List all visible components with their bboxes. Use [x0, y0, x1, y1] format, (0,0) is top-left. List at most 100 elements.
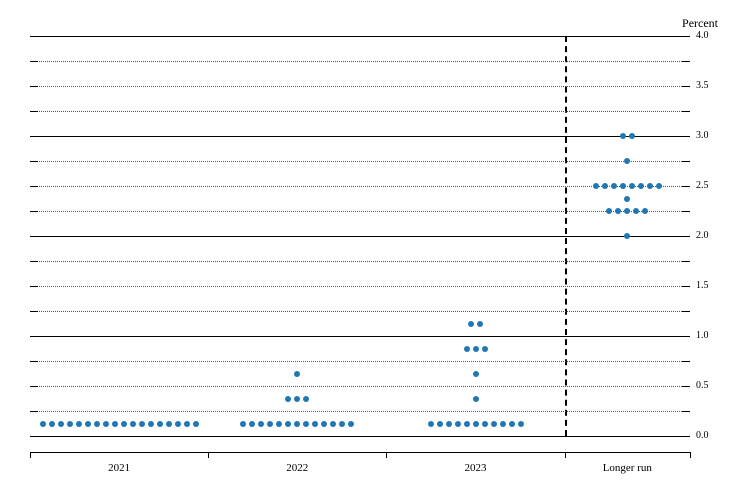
y-tick-label: 1.0: [696, 330, 709, 341]
y-tick-label: 3.0: [696, 130, 709, 141]
data-dot: [184, 421, 190, 427]
data-dot: [482, 346, 488, 352]
gridline-minor: [30, 86, 690, 87]
x-tick: [208, 452, 209, 458]
data-dot: [267, 421, 273, 427]
data-dot: [58, 421, 64, 427]
data-dot: [620, 183, 626, 189]
data-dot: [629, 133, 635, 139]
gridline-major: [30, 36, 690, 37]
data-dot: [294, 396, 300, 402]
y-tick-label: 3.5: [696, 80, 709, 91]
data-dot: [642, 208, 648, 214]
y-tick-label: 2.0: [696, 230, 709, 241]
data-dot: [94, 421, 100, 427]
data-dot: [473, 421, 479, 427]
x-tick: [565, 452, 566, 458]
y-tick-label: 0.5: [696, 380, 709, 391]
data-dot: [249, 421, 255, 427]
data-dot: [321, 421, 327, 427]
data-dot: [294, 371, 300, 377]
y-tick-label: 4.0: [696, 30, 709, 41]
data-dot: [464, 346, 470, 352]
data-dot: [468, 321, 474, 327]
y-axis-title: Percent: [682, 16, 718, 31]
data-dot: [285, 396, 291, 402]
data-dot: [624, 158, 630, 164]
data-dot: [49, 421, 55, 427]
data-dot: [303, 421, 309, 427]
x-tick: [690, 452, 691, 458]
data-dot: [148, 421, 154, 427]
gridline-major: [30, 236, 690, 237]
y-tick-label: 1.5: [696, 280, 709, 291]
data-dot: [473, 371, 479, 377]
gridline-major: [30, 136, 690, 137]
data-dot: [240, 421, 246, 427]
data-dot: [303, 396, 309, 402]
data-dot: [175, 421, 181, 427]
x-axis-label: 2022: [286, 462, 308, 474]
data-dot: [624, 208, 630, 214]
data-dot: [258, 421, 264, 427]
x-axis-label: Longer run: [603, 462, 652, 474]
data-dot: [112, 421, 118, 427]
gridline-minor: [30, 61, 690, 62]
data-dot: [606, 208, 612, 214]
data-dot: [428, 421, 434, 427]
data-dot: [647, 183, 653, 189]
data-dot: [330, 421, 336, 427]
x-tick: [30, 452, 31, 458]
data-dot: [615, 208, 621, 214]
data-dot: [482, 421, 488, 427]
data-dot: [40, 421, 46, 427]
data-dot: [624, 196, 630, 202]
data-dot: [446, 421, 452, 427]
plot-area: 0.00.51.01.52.02.53.03.54.0: [30, 36, 690, 436]
data-dot: [139, 421, 145, 427]
data-dot: [602, 183, 608, 189]
data-dot: [611, 183, 617, 189]
x-axis-label: 2021: [108, 462, 130, 474]
gridline-minor: [30, 186, 690, 187]
data-dot: [491, 421, 497, 427]
data-dot: [509, 421, 515, 427]
x-tick: [386, 452, 387, 458]
data-dot: [518, 421, 524, 427]
gridline-minor: [30, 211, 690, 212]
gridline-minor: [30, 311, 690, 312]
data-dot: [157, 421, 163, 427]
data-dot: [312, 421, 318, 427]
data-dot: [464, 421, 470, 427]
data-dot: [638, 183, 644, 189]
data-dot: [339, 421, 345, 427]
data-dot: [67, 421, 73, 427]
gridline-minor: [30, 286, 690, 287]
data-dot: [624, 233, 630, 239]
data-dot: [348, 421, 354, 427]
x-axis-label: 2023: [465, 462, 487, 474]
data-dot: [477, 321, 483, 327]
data-dot: [76, 421, 82, 427]
data-dot: [166, 421, 172, 427]
y-tick-label: 2.5: [696, 180, 709, 191]
gridline-major: [30, 436, 690, 437]
gridline-major: [30, 336, 690, 337]
data-dot: [593, 183, 599, 189]
data-dot: [193, 421, 199, 427]
gridline-minor: [30, 411, 690, 412]
data-dot: [620, 133, 626, 139]
data-dot: [629, 183, 635, 189]
data-dot: [294, 421, 300, 427]
data-dot: [276, 421, 282, 427]
data-dot: [473, 346, 479, 352]
data-dot: [455, 421, 461, 427]
data-dot: [103, 421, 109, 427]
data-dot: [500, 421, 506, 427]
data-dot: [633, 208, 639, 214]
gridline-minor: [30, 261, 690, 262]
data-dot: [85, 421, 91, 427]
data-dot: [285, 421, 291, 427]
data-dot: [437, 421, 443, 427]
y-tick-label: 0.0: [696, 430, 709, 441]
